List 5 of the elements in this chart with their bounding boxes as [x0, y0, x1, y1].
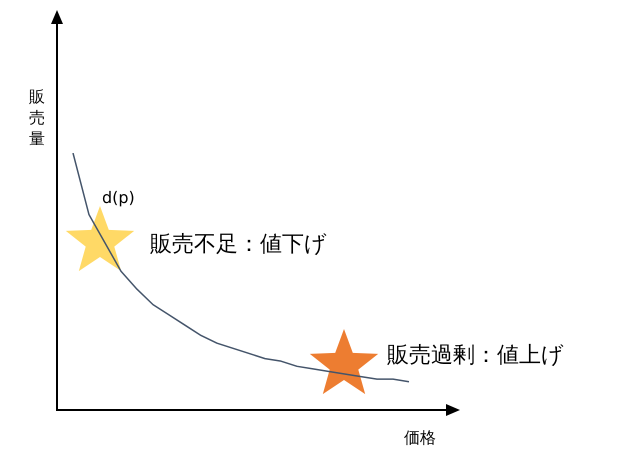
y-axis-title: 販売量 [29, 86, 46, 149]
annotation: 販売過剰：値上げ [387, 342, 564, 370]
annotation: 販売不足：値下げ [150, 231, 327, 259]
x-axis-title: 価格 [404, 428, 436, 449]
annotation: d(p) [102, 188, 135, 207]
